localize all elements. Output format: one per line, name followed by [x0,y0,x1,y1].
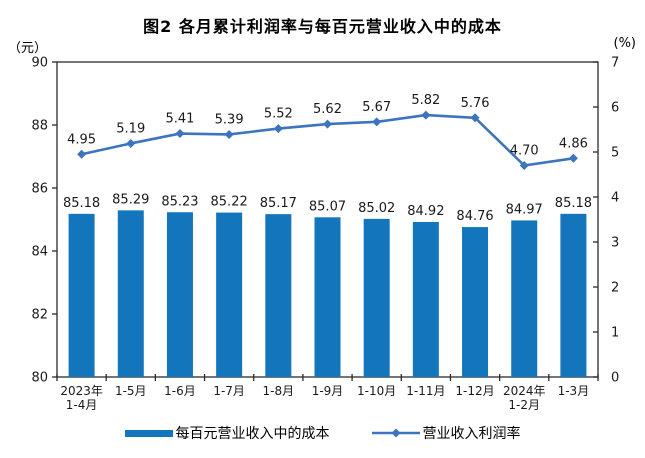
line-point-marker [568,153,578,163]
line-point-marker [77,149,87,159]
line-value-label: 4.95 [67,132,96,147]
bar-value-label: 85.18 [555,196,592,211]
line-value-label: 5.39 [215,112,244,127]
line-value-label: 5.76 [461,96,490,111]
x-axis-category-label: 2024年 [503,384,546,398]
line-value-label: 5.19 [116,121,145,136]
bar [265,214,292,377]
right-axis-tick-label: 0 [611,371,619,386]
right-axis-tick-label: 6 [611,101,619,116]
left-axis-tick-label: 86 [31,182,48,197]
left-axis-unit-label: （元） [8,41,48,56]
bar-value-label: 85.07 [309,199,346,214]
left-axis-tick-label: 80 [31,371,48,386]
bar-value-label: 84.97 [506,202,543,217]
bar-value-label: 85.22 [211,195,248,210]
bar-value-label: 85.18 [63,196,100,211]
left-axis-tick-label: 84 [31,245,48,260]
bar-value-label: 84.76 [456,209,493,224]
x-axis-category-label: 1-10月 [357,384,396,398]
right-axis-tick-label: 4 [611,191,619,206]
left-axis-tick-label: 88 [31,119,48,134]
line-value-label: 5.67 [362,100,391,115]
legend-diamond-marker [391,428,400,438]
line-point-marker [372,117,382,127]
bar-value-label: 85.02 [358,201,395,216]
bar-value-label: 84.92 [407,204,444,219]
bar [511,220,538,377]
line-value-label: 5.62 [313,102,342,117]
x-axis-category-label: 1-8月 [263,384,295,398]
bar [117,210,144,377]
bar [166,212,193,377]
line-point-marker [175,129,185,139]
left-axis-tick-label: 82 [31,308,48,323]
line-value-label: 4.86 [559,136,588,151]
line-value-label: 5.41 [165,112,194,127]
x-axis-category-label: 1-5月 [115,384,147,398]
bar-value-label: 85.17 [260,196,297,211]
legend-item-profit-label: 营业收入利润率 [422,426,521,442]
line-series-swatch-icon [371,427,420,439]
line-value-label: 5.52 [264,107,293,122]
line-point-marker [224,129,234,139]
x-axis-category-label: 1-9月 [312,384,344,398]
x-axis-category-label: 2023年 [60,384,103,398]
bar [68,213,95,377]
right-axis-tick-label: 5 [611,146,619,161]
x-axis-category-label: 1-4月 [66,398,98,412]
right-axis-tick-label: 1 [611,326,619,341]
legend-item-profit: 营业收入利润率 [371,423,521,443]
x-axis-category-label: 1-6月 [164,384,196,398]
bar-value-label: 85.29 [112,192,149,207]
line-point-marker [421,110,431,120]
bar [314,217,341,377]
line-point-marker [519,161,529,170]
bar [412,222,439,377]
line-point-marker [273,124,283,134]
line-value-label: 4.70 [510,144,539,159]
bar [363,218,390,377]
legend: 每百元营业收入中的成本 营业收入利润率 [0,423,645,443]
line-point-marker [470,113,480,123]
x-axis-category-label: 1-2月 [508,398,540,412]
right-axis-tick-label: 7 [611,56,619,71]
x-axis-category-label: 1-12月 [455,384,494,398]
bar-series-swatch-icon [124,429,173,437]
line-value-label: 5.82 [411,93,440,108]
line-point-marker [323,119,332,129]
left-axis-tick-label: 90 [31,56,48,71]
legend-item-cost: 每百元营业收入中的成本 [124,423,330,443]
right-axis-tick-label: 2 [611,281,619,296]
x-axis-category-label: 1-11月 [406,384,445,398]
bar [216,212,243,377]
right-axis-unit-label: (%) [613,36,637,51]
right-axis-tick-label: 3 [611,236,619,251]
x-axis-category-label: 1-3月 [558,384,590,398]
bar-value-label: 85.23 [161,194,198,209]
chart-title: 图2 各月累计利润率与每百元营业收入中的成本 [143,17,502,36]
bar [462,227,489,377]
x-axis-category-label: 1-7月 [213,384,245,398]
line-point-marker [126,138,136,148]
bar [560,213,587,377]
legend-item-cost-label: 每百元营业收入中的成本 [175,426,330,442]
